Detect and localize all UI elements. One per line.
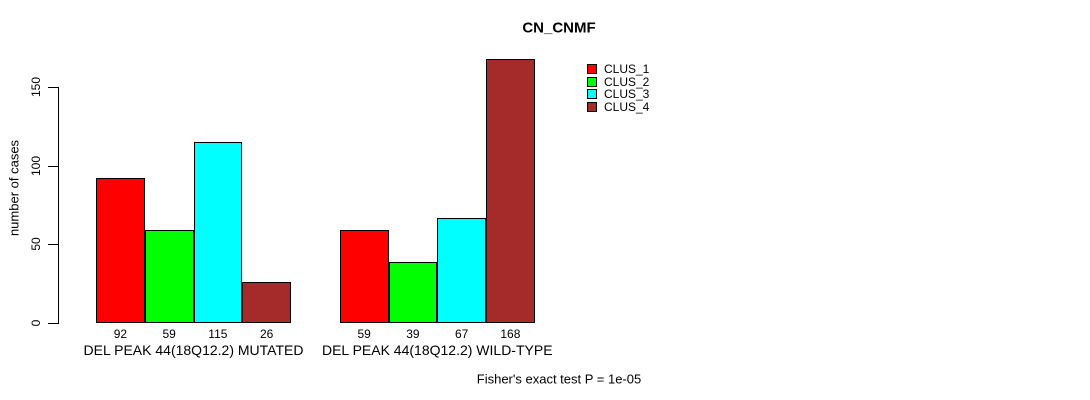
bar-value-label: 168: [500, 327, 521, 341]
legend-swatch-icon: [587, 101, 597, 112]
group-label-1: DEL PEAK 44(18Q12.2) MUTATED: [83, 342, 304, 358]
y-axis-tick-label: 50: [29, 237, 43, 252]
y-axis-tick-label: 0: [29, 319, 43, 327]
bar-clus_4-group1: [242, 282, 291, 323]
bar-value-label: 39: [406, 327, 420, 341]
bar-clus_1-group2: [339, 230, 389, 323]
legend-swatch-icon: [587, 89, 597, 100]
bar-clus_1-group1: [96, 178, 145, 323]
legend-item-clus_2: CLUS_2: [587, 74, 650, 89]
legend-label: CLUS_3: [604, 87, 650, 102]
y-axis-tick: [48, 87, 58, 88]
bar-value-label: 92: [113, 327, 128, 341]
bar-value-label: 59: [357, 327, 371, 341]
legend-item-clus_1: CLUS_1: [587, 62, 650, 76]
bar-value-label: 26: [259, 327, 274, 341]
bar-value-label: 59: [162, 327, 176, 341]
legend-swatch-icon: [587, 76, 597, 87]
bar-clus_4-group2: [486, 58, 535, 323]
fisher-test-annotation: Fisher's exact test P = 1e-05: [476, 371, 642, 387]
legend-item-clus_4: CLUS_4: [587, 99, 650, 114]
group-label-2: DEL PEAK 44(18Q12.2) WILD-TYPE: [321, 342, 553, 358]
y-axis-line: [58, 87, 59, 324]
legend-label: CLUS_2: [604, 74, 650, 89]
chart-title: CN_CNMF: [522, 19, 596, 37]
y-axis-tick-label: 100: [29, 155, 43, 176]
legend-label: CLUS_4: [604, 99, 650, 114]
legend-item-clus_3: CLUS_3: [587, 87, 650, 102]
bar-value-label: 115: [208, 327, 228, 341]
legend-swatch-icon: [587, 64, 597, 74]
y-axis-tick: [48, 165, 58, 167]
y-axis-label: number of cases: [6, 139, 22, 237]
bar-clus_3-group2: [437, 217, 486, 323]
y-axis-tick: [48, 323, 58, 324]
bar-clus_3-group1: [193, 142, 243, 323]
y-axis-tick-label: 150: [29, 76, 43, 98]
y-axis-tick: [48, 244, 58, 246]
bar-clus_2-group1: [144, 230, 194, 323]
legend-label: CLUS_1: [604, 62, 650, 76]
bar-value-label: 67: [454, 327, 469, 341]
bar-clus_2-group2: [388, 261, 438, 323]
legend: CLUS_1 CLUS_2 CLUS_3 CLUS_4: [587, 62, 650, 114]
